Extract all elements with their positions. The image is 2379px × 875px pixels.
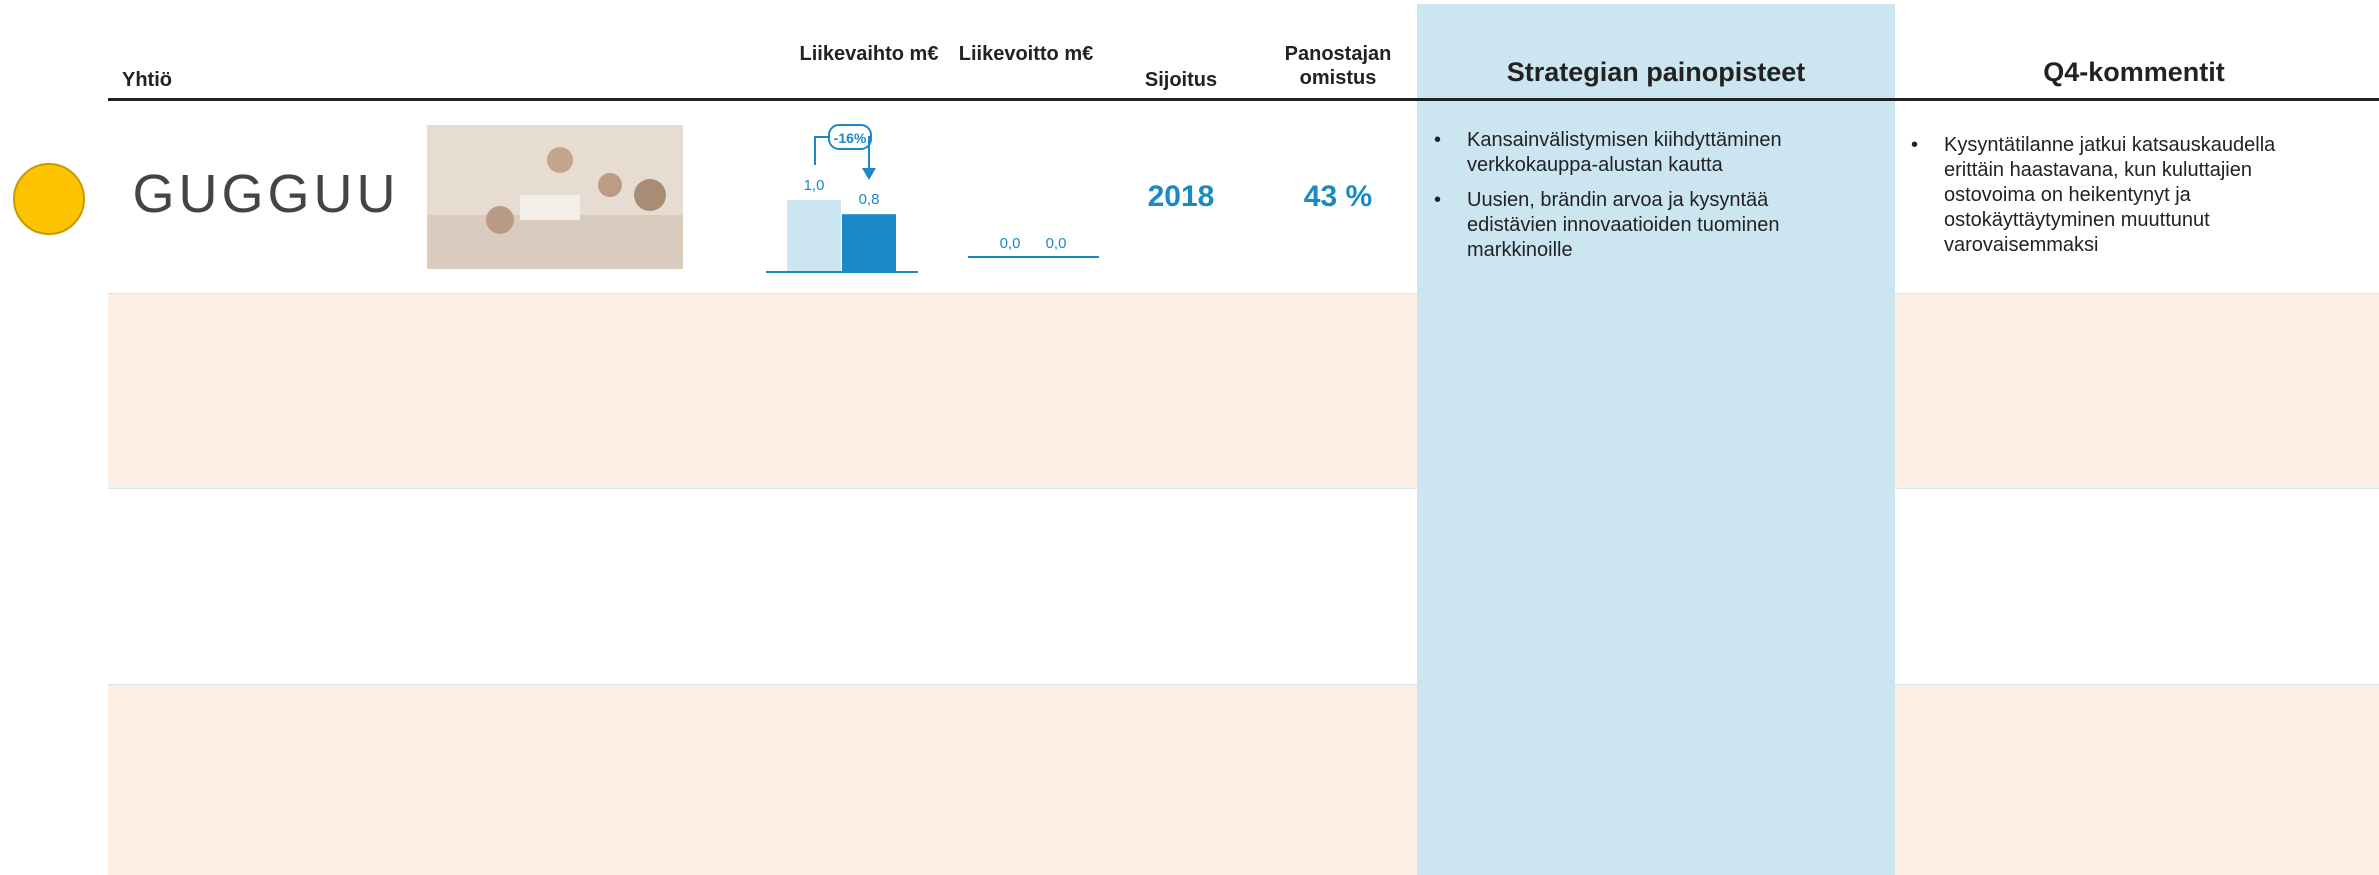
row-band — [108, 293, 2379, 488]
page: Yhtiö Liikevaihto m€ Liikevoitto m€ Sijo… — [0, 0, 2379, 875]
strategy-list: Kansainvälistymisen kiihdyttäminen verkk… — [1434, 128, 1834, 273]
row-graphics: GUGGUU -16% 1,0 0,8 0,0 0,0 — [0, 0, 1417, 300]
bar — [787, 200, 841, 271]
bullet: Kysyntätilanne jatkui katsauskaudella er… — [1911, 133, 2311, 258]
row-line — [108, 488, 2379, 489]
bar — [842, 214, 896, 271]
row-band — [108, 684, 2379, 875]
change-label: -16% — [834, 130, 867, 146]
bar-label: 1,0 — [804, 177, 825, 194]
q4-list: Kysyntätilanne jatkui katsauskaudella er… — [1911, 133, 2311, 268]
logo: GUGGUU — [133, 164, 400, 224]
investment-year: 2018 — [1106, 180, 1256, 214]
photo — [427, 125, 683, 269]
bar-label: 0,0 — [1000, 235, 1021, 252]
status-dot — [14, 164, 84, 234]
bar-label: 0,8 — [859, 191, 880, 208]
row-line — [108, 684, 2379, 685]
ebit-chart: 0,0 0,0 — [968, 235, 1099, 257]
revenue-chart: -16% 1,0 0,8 — [766, 125, 918, 272]
arrow-head — [862, 168, 876, 180]
header-strategy: Strategian painopisteet — [1417, 60, 1895, 84]
bullet: Kansainvälistymisen kiihdyttäminen verkk… — [1434, 128, 1834, 178]
bullet: Uusien, brändin arvoa ja kysyntää edistä… — [1434, 188, 1834, 263]
ownership: 43 % — [1263, 180, 1413, 214]
bar-label: 0,0 — [1046, 235, 1067, 252]
header-q4: Q4-kommentit — [1895, 60, 2373, 84]
